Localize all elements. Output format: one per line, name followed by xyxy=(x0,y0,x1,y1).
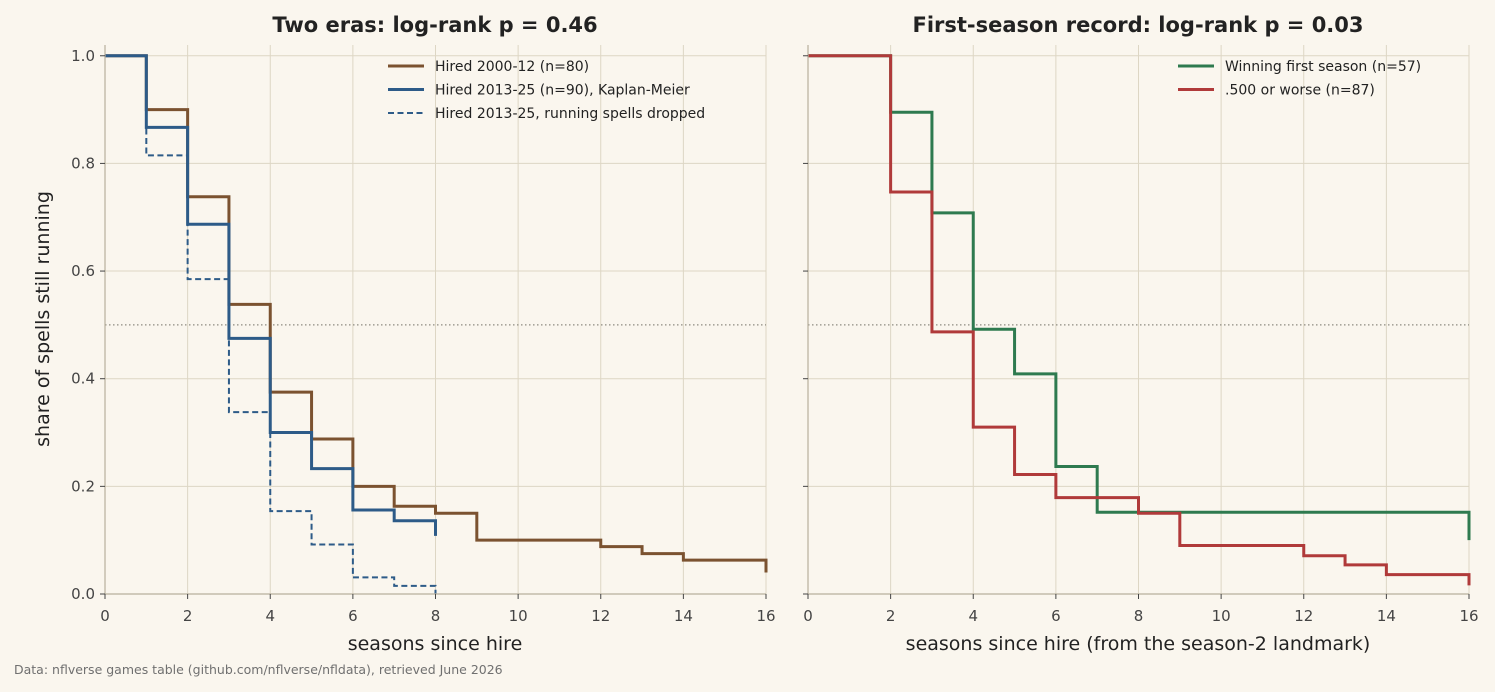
panel-first-season-record: First-season record: log-rank p = 0.03 s… xyxy=(803,13,1479,655)
x-tick-label: 6 xyxy=(1051,607,1061,625)
chart-title: First-season record: log-rank p = 0.03 xyxy=(912,13,1363,37)
x-tick-label: 8 xyxy=(431,607,441,625)
y-tick-label: 1.0 xyxy=(71,47,95,65)
panel-two-eras: Two eras: log-rank p = 0.46 seasons sinc… xyxy=(32,13,776,655)
series-line-2 xyxy=(105,54,437,594)
x-tick-label: 14 xyxy=(674,607,693,625)
legend-label: Hired 2013-25 (n=90), Kaplan-Meier xyxy=(435,83,690,99)
series-line-0 xyxy=(105,54,768,573)
chart-title: Two eras: log-rank p = 0.46 xyxy=(272,13,597,37)
legend-label: Hired 2013-25, running spells dropped xyxy=(435,106,705,122)
x-tick-label: 2 xyxy=(183,607,193,625)
x-tick-label: 0 xyxy=(803,607,813,625)
y-tick-label: 0.6 xyxy=(71,262,95,280)
x-tick-label: 4 xyxy=(265,607,275,625)
x-tick-label: 2 xyxy=(886,607,896,625)
x-tick-label: 16 xyxy=(1459,607,1478,625)
x-tick-label: 16 xyxy=(756,607,775,625)
series-layer xyxy=(808,54,1471,586)
x-tick-label: 6 xyxy=(348,607,358,625)
y-tick-label: 0.2 xyxy=(71,477,95,495)
y-tick-label: 0.4 xyxy=(71,370,95,388)
series-layer xyxy=(105,54,768,594)
x-axis-label: seasons since hire xyxy=(348,633,523,655)
y-axis-label: share of spells still running xyxy=(32,191,54,447)
legend-label: Hired 2000-12 (n=80) xyxy=(435,59,589,75)
x-tick-label: 12 xyxy=(591,607,610,625)
x-tick-label: 10 xyxy=(1212,607,1231,625)
axes: 0 2 4 6 8 10 12 14 16 xyxy=(803,45,1479,625)
x-tick-label: 12 xyxy=(1294,607,1313,625)
grid xyxy=(104,45,767,595)
source-note: Data: nflverse games table (github.com/n… xyxy=(14,662,503,677)
x-tick-label: 0 xyxy=(100,607,110,625)
x-tick-label: 4 xyxy=(968,607,978,625)
legend: Hired 2000-12 (n=80) Hired 2013-25 (n=90)… xyxy=(388,59,705,122)
legend-label: Winning first season (n=57) xyxy=(1225,59,1421,75)
x-axis-label: seasons since hire (from the season-2 la… xyxy=(906,633,1371,655)
y-tick-label: 0.0 xyxy=(71,585,95,603)
y-tick-label: 0.8 xyxy=(71,154,95,172)
axes: 0 2 4 6 8 10 12 14 16 0.0 0.2 0.4 0.6 0.8 1.0 xyxy=(71,45,776,625)
series-line-1 xyxy=(808,54,1471,586)
x-tick-label: 10 xyxy=(509,607,528,625)
legend: Winning first season (n=57) .500 or worse… xyxy=(1178,59,1421,99)
legend-label: .500 or worse (n=87) xyxy=(1225,83,1375,99)
x-tick-label: 8 xyxy=(1134,607,1144,625)
x-tick-label: 14 xyxy=(1377,607,1396,625)
